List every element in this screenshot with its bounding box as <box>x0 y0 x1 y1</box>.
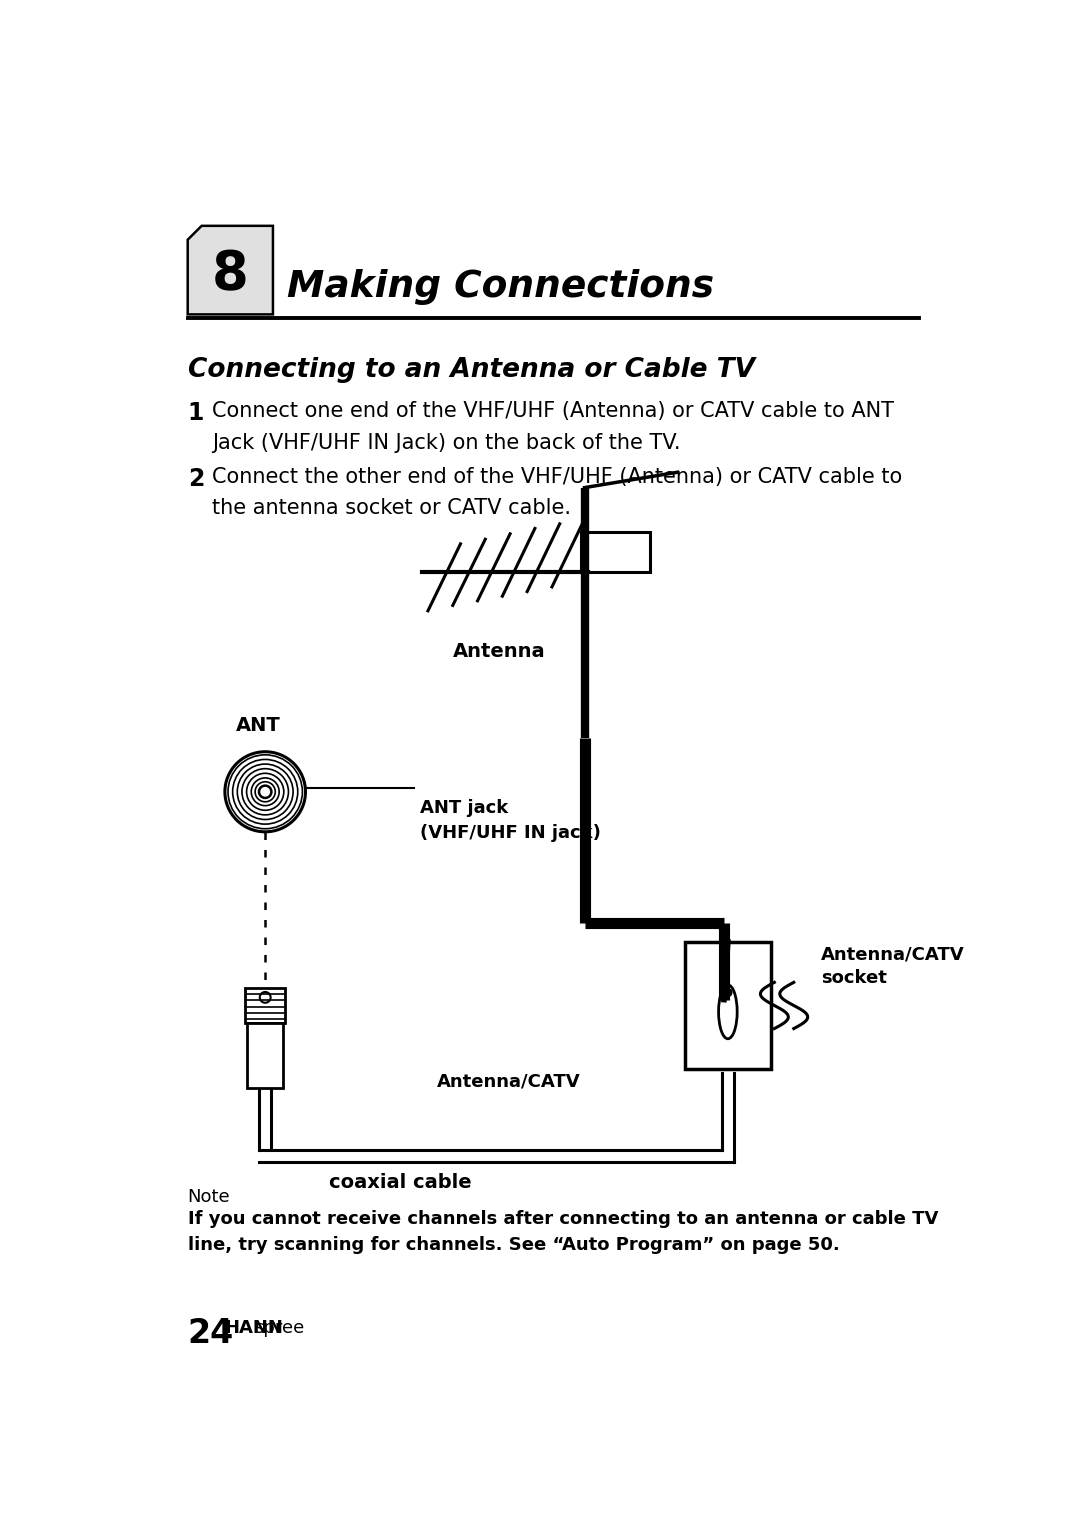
Text: 8: 8 <box>212 248 248 300</box>
Text: 1: 1 <box>188 402 204 425</box>
Text: HANN: HANN <box>225 1320 283 1338</box>
Polygon shape <box>188 226 273 315</box>
Text: ANT: ANT <box>235 716 281 735</box>
Text: Connecting to an Antenna or Cable TV: Connecting to an Antenna or Cable TV <box>188 356 755 382</box>
Text: Making Connections: Making Connections <box>287 269 714 306</box>
Text: Note: Note <box>188 1188 230 1206</box>
Text: 2: 2 <box>188 466 204 491</box>
Text: Connect the other end of the VHF/UHF (Antenna) or CATV cable to
the antenna sock: Connect the other end of the VHF/UHF (An… <box>213 466 903 518</box>
Text: coaxial cable: coaxial cable <box>328 1173 471 1193</box>
Text: spree: spree <box>254 1320 303 1338</box>
Bar <box>581 532 650 572</box>
Text: Antenna/CATV: Antenna/CATV <box>437 1073 581 1090</box>
Text: Antenna/CATV
socket: Antenna/CATV socket <box>821 946 964 988</box>
Text: If you cannot receive channels after connecting to an antenna or cable TV
line, : If you cannot receive channels after con… <box>188 1209 939 1254</box>
Bar <box>245 988 285 1023</box>
Text: Antenna: Antenna <box>453 642 545 661</box>
Text: ANT jack
(VHF/UHF IN jack): ANT jack (VHF/UHF IN jack) <box>420 800 602 842</box>
Bar <box>685 942 770 1069</box>
Bar <box>247 1023 283 1089</box>
Text: 24: 24 <box>188 1316 234 1350</box>
Circle shape <box>724 988 732 997</box>
Text: Connect one end of the VHF/UHF (Antenna) or CATV cable to ANT
Jack (VHF/UHF IN J: Connect one end of the VHF/UHF (Antenna)… <box>213 402 894 453</box>
